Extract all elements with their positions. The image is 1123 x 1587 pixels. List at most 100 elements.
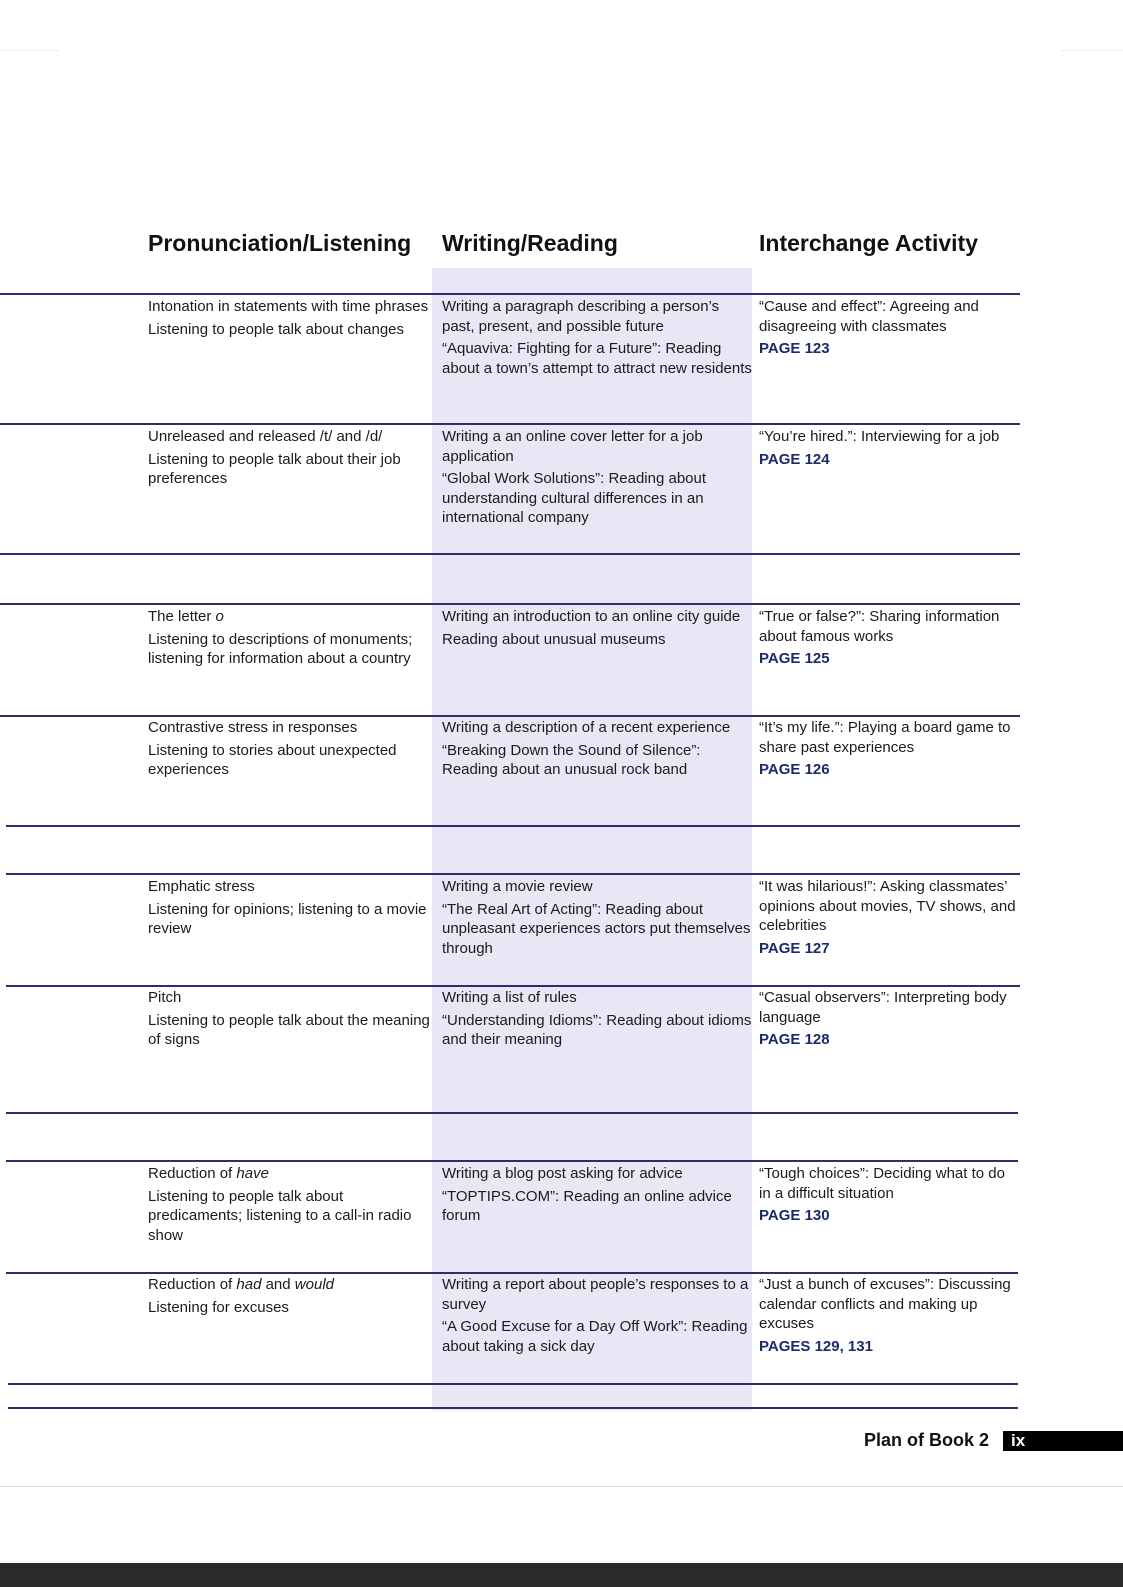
list-item: Writing a paragraph describing a person’… <box>442 297 752 336</box>
item-text: Pitch <box>148 989 182 1006</box>
item-text: Writing a description of a recent experi… <box>442 719 731 736</box>
item-text: Listening to people talk about their job… <box>148 450 401 488</box>
page-reference: PAGE 126 <box>759 761 830 778</box>
activity-text: “You’re hired.”: Interviewing for a job <box>759 428 1000 445</box>
interchange-activity-cell: “Cause and effect”: Agreeing and disagre… <box>759 297 1019 362</box>
list-item: Writing a list of rules <box>442 988 752 1008</box>
item-text: “TOPTIPS.COM”: Reading an online advice … <box>442 1187 732 1225</box>
list-item: “Global Work Solutions”: Reading about u… <box>442 469 752 528</box>
interchange-activity-cell: “Casual observers”: Interpreting body la… <box>759 988 1019 1053</box>
scan-edge-line <box>1060 50 1123 51</box>
pronunciation-listening-cell: Unreleased and released /t/ and /d/Liste… <box>148 427 433 492</box>
list-item: Reduction of had and would <box>148 1275 433 1295</box>
item-text: and <box>261 1276 295 1293</box>
item-text: “Global Work Solutions”: Reading about u… <box>442 470 707 526</box>
interchange-activity-cell: “It was hilarious!”: Asking classmates’ … <box>759 877 1019 961</box>
item-text: Listening to people talk about the meani… <box>148 1011 430 1049</box>
activity-text: “Tough choices”: Deciding what to do in … <box>759 1165 1005 1202</box>
list-item: Pitch <box>148 988 433 1008</box>
pronunciation-listening-cell: Reduction of had and would Listening for … <box>148 1275 433 1320</box>
list-item: Listening to people talk about predicame… <box>148 1187 433 1246</box>
middle-column-shading <box>432 268 752 1410</box>
item-text: “A Good Excuse for a Day Off Work”: Read… <box>442 1318 748 1355</box>
item-text: Writing a paragraph describing a person’… <box>442 298 720 335</box>
list-item: Writing a description of a recent experi… <box>442 718 752 738</box>
list-item: Writing a blog post asking for advice <box>442 1164 752 1184</box>
page-reference: PAGE 123 <box>759 340 830 357</box>
activity-text: “It was hilarious!”: Asking classmates’ … <box>759 878 1016 934</box>
list-item: Writing an introduction to an online cit… <box>442 607 752 627</box>
pronunciation-listening-cell: Contrastive stress in responses Listening… <box>148 718 433 783</box>
item-text: Intonation in statements with time phras… <box>148 298 429 315</box>
list-item: Intonation in statements with time phras… <box>148 297 433 317</box>
list-item: Writing a report about people’s response… <box>442 1275 752 1314</box>
footer-title: Plan of Book 2 <box>864 1430 990 1450</box>
row-divider <box>6 825 1020 827</box>
list-item: Emphatic stress <box>148 877 433 897</box>
divider <box>0 1486 1123 1487</box>
list-item: “Breaking Down the Sound of Silence”: Re… <box>442 741 752 780</box>
writing-reading-cell: Writing a report about people’s response… <box>442 1275 752 1359</box>
list-item: Listening for excuses <box>148 1298 433 1318</box>
page-reference: PAGE 127 <box>759 939 830 957</box>
activity-text: “Casual observers”: Interpreting body la… <box>759 989 1007 1026</box>
row-divider <box>8 1383 1018 1385</box>
list-item: “Aquaviva: Fighting for a Future”: Readi… <box>442 339 752 378</box>
row-divider <box>0 603 1020 605</box>
item-text: o <box>215 608 224 625</box>
item-text: Writing a an online cover letter for a j… <box>442 428 703 465</box>
list-item: Listening to people talk about the meani… <box>148 1011 433 1050</box>
pronunciation-listening-cell: Intonation in statements with time phras… <box>148 297 433 342</box>
header-writing-reading: Writing/Reading <box>442 230 618 256</box>
item-text: Unreleased and released /t/ and /d/ <box>148 428 383 445</box>
list-item: Contrastive stress in responses <box>148 718 433 738</box>
page-reference: PAGE 130 <box>759 1207 830 1224</box>
item-text: Emphatic stress <box>148 878 255 895</box>
row-divider <box>0 293 1020 295</box>
page-reference: PAGE 125 <box>759 650 830 667</box>
item-text: Writing a movie review <box>442 878 593 895</box>
list-item: Writing a movie review <box>442 877 752 897</box>
item-text: Contrastive stress in responses <box>148 719 358 736</box>
interchange-activity-cell: “Just a bunch of excuses”: Discussing ca… <box>759 1275 1019 1359</box>
activity-text: “True or false?”: Sharing information ab… <box>759 608 1000 645</box>
list-item: Reading about unusual museums <box>442 630 752 650</box>
list-item: “TOPTIPS.COM”: Reading an online advice … <box>442 1187 752 1226</box>
writing-reading-cell: Writing an introduction to an online cit… <box>442 607 752 652</box>
page-number: ix <box>1003 1431 1123 1451</box>
scan-edge-line <box>0 50 60 51</box>
interchange-activity-cell: “True or false?”: Sharing information ab… <box>759 607 1019 672</box>
item-text: Listening to people talk about predicame… <box>148 1187 412 1244</box>
item-text: “Breaking Down the Sound of Silence”: Re… <box>442 741 701 779</box>
list-item: Listening to people talk about changes <box>148 320 433 340</box>
writing-reading-cell: Writing a paragraph describing a person’… <box>442 297 752 381</box>
item-text: Writing a report about people’s response… <box>442 1276 749 1313</box>
row-divider <box>6 1272 1018 1274</box>
item-text: Reduction of <box>148 1276 237 1293</box>
interchange-activity-cell: “Tough choices”: Deciding what to do in … <box>759 1164 1019 1229</box>
page-reference: PAGE 124 <box>759 450 830 468</box>
activity-text: “Cause and effect”: Agreeing and disagre… <box>759 298 979 335</box>
header-interchange-activity: Interchange Activity <box>759 230 978 256</box>
item-text: Listening to descriptions of monuments; … <box>148 630 413 668</box>
pronunciation-listening-cell: Emphatic stress Listening for opinions; l… <box>148 877 433 942</box>
writing-reading-cell: Writing a blog post asking for advice “TO… <box>442 1164 752 1229</box>
list-item: Writing a an online cover letter for a j… <box>442 427 752 466</box>
list-item: Listening to people talk about their job… <box>148 450 433 489</box>
page-reference: PAGE 128 <box>759 1031 830 1048</box>
item-text: Listening to people talk about changes <box>148 320 405 338</box>
item-text: Reduction of <box>148 1165 237 1182</box>
row-divider <box>0 715 1020 717</box>
item-text: “The Real Art of Acting”: Reading about … <box>442 900 751 957</box>
item-text: Listening for excuses <box>148 1298 289 1316</box>
row-divider <box>8 1407 1018 1409</box>
interchange-activity-cell: “You’re hired.”: Interviewing for a job P… <box>759 427 1019 472</box>
item-text: would <box>294 1276 334 1293</box>
item-text: have <box>236 1165 269 1182</box>
bottom-bar <box>0 1563 1123 1587</box>
item-text: “Aquaviva: Fighting for a Future”: Readi… <box>442 340 752 377</box>
item-text: The letter <box>148 608 216 625</box>
page-reference: PAGES 129, 131 <box>759 1337 873 1355</box>
list-item: Reduction of have <box>148 1164 433 1184</box>
item-text: Writing an introduction to an online cit… <box>442 608 741 625</box>
